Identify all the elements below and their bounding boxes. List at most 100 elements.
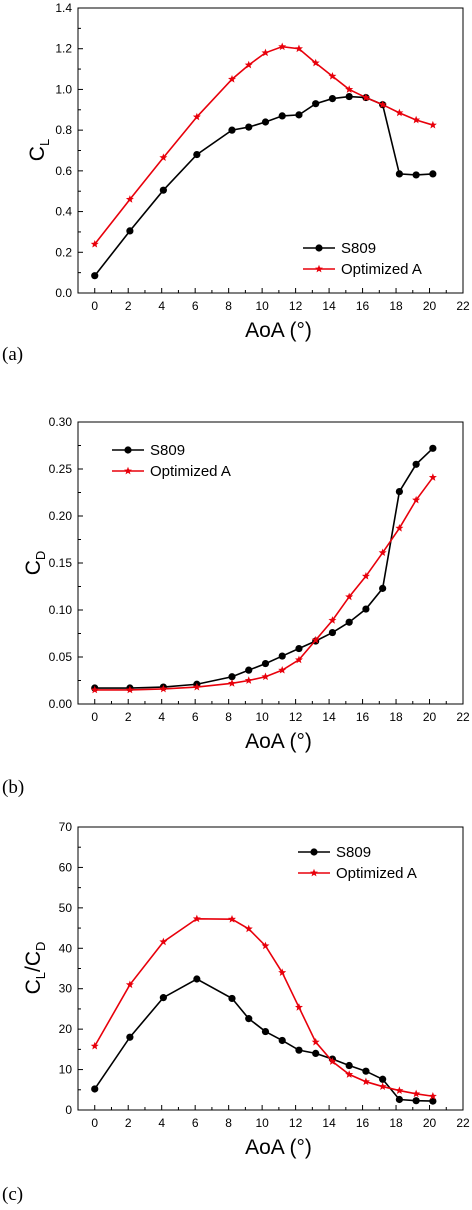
data-point: [328, 72, 337, 80]
data-point: [159, 994, 167, 1002]
x-tick-label: 20: [423, 1116, 437, 1130]
y-tick-label: 0.20: [49, 509, 73, 523]
x-tick-label: 22: [456, 299, 470, 313]
x-tick-label: 6: [192, 710, 199, 724]
x-tick-label: 4: [158, 1116, 165, 1130]
data-point: [159, 937, 168, 946]
data-point: [395, 170, 403, 178]
y-tick-label: 0.05: [49, 650, 73, 664]
series-line: [94, 476, 434, 691]
data-point: [345, 1070, 354, 1078]
data-point: [428, 473, 437, 481]
data-point: [294, 655, 303, 664]
x-tick-label: 16: [356, 1116, 370, 1130]
x-tick-label: 8: [225, 710, 232, 724]
data-point: [90, 239, 99, 248]
legend-marker: [315, 244, 323, 252]
series-line: [94, 447, 434, 689]
x-tick-label: 18: [389, 299, 403, 313]
x-tick-label: 14: [322, 1116, 336, 1130]
y-tick-label: 0.4: [55, 205, 72, 219]
y-tick-label: 0.00: [49, 697, 73, 711]
x-tick-label: 2: [125, 710, 132, 724]
y-tick-label: 0.2: [55, 245, 72, 259]
data-point: [312, 1049, 320, 1057]
data-point: [378, 548, 387, 557]
x-tick-label: 18: [389, 1116, 403, 1130]
data-point: [245, 1015, 253, 1023]
data-point: [312, 100, 320, 108]
x-tick-label: 10: [255, 299, 269, 313]
x-tick-label: 16: [356, 299, 370, 313]
x-tick-label: 2: [125, 299, 132, 313]
y-tick-label: 20: [59, 1022, 73, 1036]
data-point: [412, 1089, 421, 1098]
data-point: [244, 60, 253, 69]
data-point: [345, 618, 353, 626]
data-point: [261, 48, 270, 57]
panel-b: 0 2 4 6 8 10 12 14 16 18 20 22 0.00 0.05 0.10 0.15 0.20 0…: [2, 415, 470, 798]
data-point: [294, 44, 303, 53]
y-tick-label: 70: [59, 820, 73, 834]
data-point: [261, 672, 270, 681]
data-point: [228, 679, 236, 687]
series-line: [94, 45, 434, 245]
data-point: [261, 118, 270, 126]
data-point: [379, 584, 387, 592]
y-tick-label: 0: [65, 1103, 72, 1117]
x-tick-label: 10: [255, 1116, 269, 1130]
data-point: [90, 685, 99, 694]
x-tick-label: 14: [322, 299, 336, 313]
y-tick-label: 0.25: [49, 462, 73, 476]
x-tick-label: 14: [322, 710, 336, 724]
data-point: [395, 487, 403, 496]
data-point: [328, 616, 337, 624]
data-point: [361, 571, 370, 580]
data-point: [362, 605, 370, 613]
legend-label: S809: [336, 844, 371, 861]
y-tick-label: 0.30: [49, 415, 73, 429]
panel-label: (a): [2, 344, 23, 365]
y-axis-title: CD: [22, 551, 48, 576]
data-point: [362, 1067, 370, 1075]
data-point: [378, 100, 387, 109]
panel-c: 0 2 4 6 8 10 12 14 16 18 20 22 0 10 20 30 40 50 60 70 AoA (°…: [2, 820, 470, 1205]
x-tick-label: 8: [225, 1116, 232, 1130]
data-point: [244, 676, 253, 684]
data-point: [159, 153, 168, 162]
x-tick-label: 12: [289, 710, 303, 724]
data-point: [311, 1037, 320, 1046]
data-point: [278, 968, 287, 976]
data-point: [345, 92, 353, 101]
data-point: [193, 975, 201, 983]
data-point: [412, 1097, 420, 1105]
data-point: [311, 635, 320, 644]
y-tick-label: 0.8: [55, 123, 72, 137]
x-tick-label: 12: [289, 1116, 303, 1130]
data-point: [412, 171, 420, 179]
x-tick-label: 8: [225, 299, 232, 313]
data-point: [311, 58, 320, 67]
legend-label: Optimized A: [341, 261, 422, 278]
data-point: [261, 1027, 270, 1036]
legend-marker: [124, 446, 132, 454]
data-point: [245, 666, 253, 674]
data-point: [412, 115, 421, 124]
data-point: [278, 42, 287, 51]
data-point: [428, 1092, 437, 1100]
data-point: [159, 186, 167, 194]
data-point: [395, 1095, 403, 1104]
y-tick-label: 60: [59, 860, 73, 874]
data-point: [278, 1036, 286, 1045]
panel-label: (c): [2, 1184, 23, 1205]
data-point: [345, 592, 354, 601]
data-point: [278, 665, 287, 674]
x-tick-label: 6: [192, 1116, 199, 1130]
y-axis-title: CL: [26, 139, 52, 161]
x-tick-label: 18: [389, 710, 403, 724]
y-tick-label: 50: [59, 901, 73, 915]
data-point: [328, 94, 337, 103]
data-point: [90, 1041, 99, 1050]
x-tick-label: 0: [91, 1116, 98, 1130]
